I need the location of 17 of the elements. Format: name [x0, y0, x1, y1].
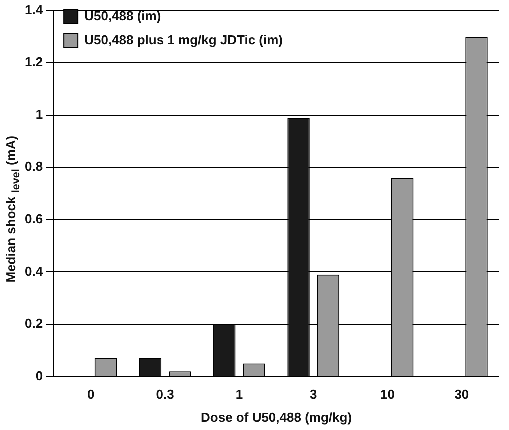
x-tick-label: 0	[88, 387, 95, 402]
y-tick-label: 1.2	[24, 54, 44, 70]
x-axis-title: Dose of U50,488 (mg/kg)	[201, 410, 352, 425]
y-tick-label: 1.4	[24, 2, 44, 18]
legend-label: U50,488 plus 1 mg/kg JDTic (im)	[84, 32, 284, 48]
x-tick-label: 1	[236, 387, 244, 402]
x-tick-label: 0.3	[156, 387, 174, 402]
y-tick-label: 0.6	[24, 212, 44, 227]
x-tick-label: 30	[454, 387, 470, 402]
y-tick-label: 1	[36, 106, 44, 122]
y-tick-label: 0	[36, 368, 44, 384]
y-tick-label: 0.2	[24, 316, 44, 332]
y-tick-label: 0.4	[24, 264, 44, 279]
x-tick-label: 10	[380, 387, 395, 402]
legend-label: U50,488 (im)	[84, 8, 162, 24]
y-tick-label: 0.8	[24, 159, 44, 174]
x-tick-label: 3	[310, 387, 318, 402]
